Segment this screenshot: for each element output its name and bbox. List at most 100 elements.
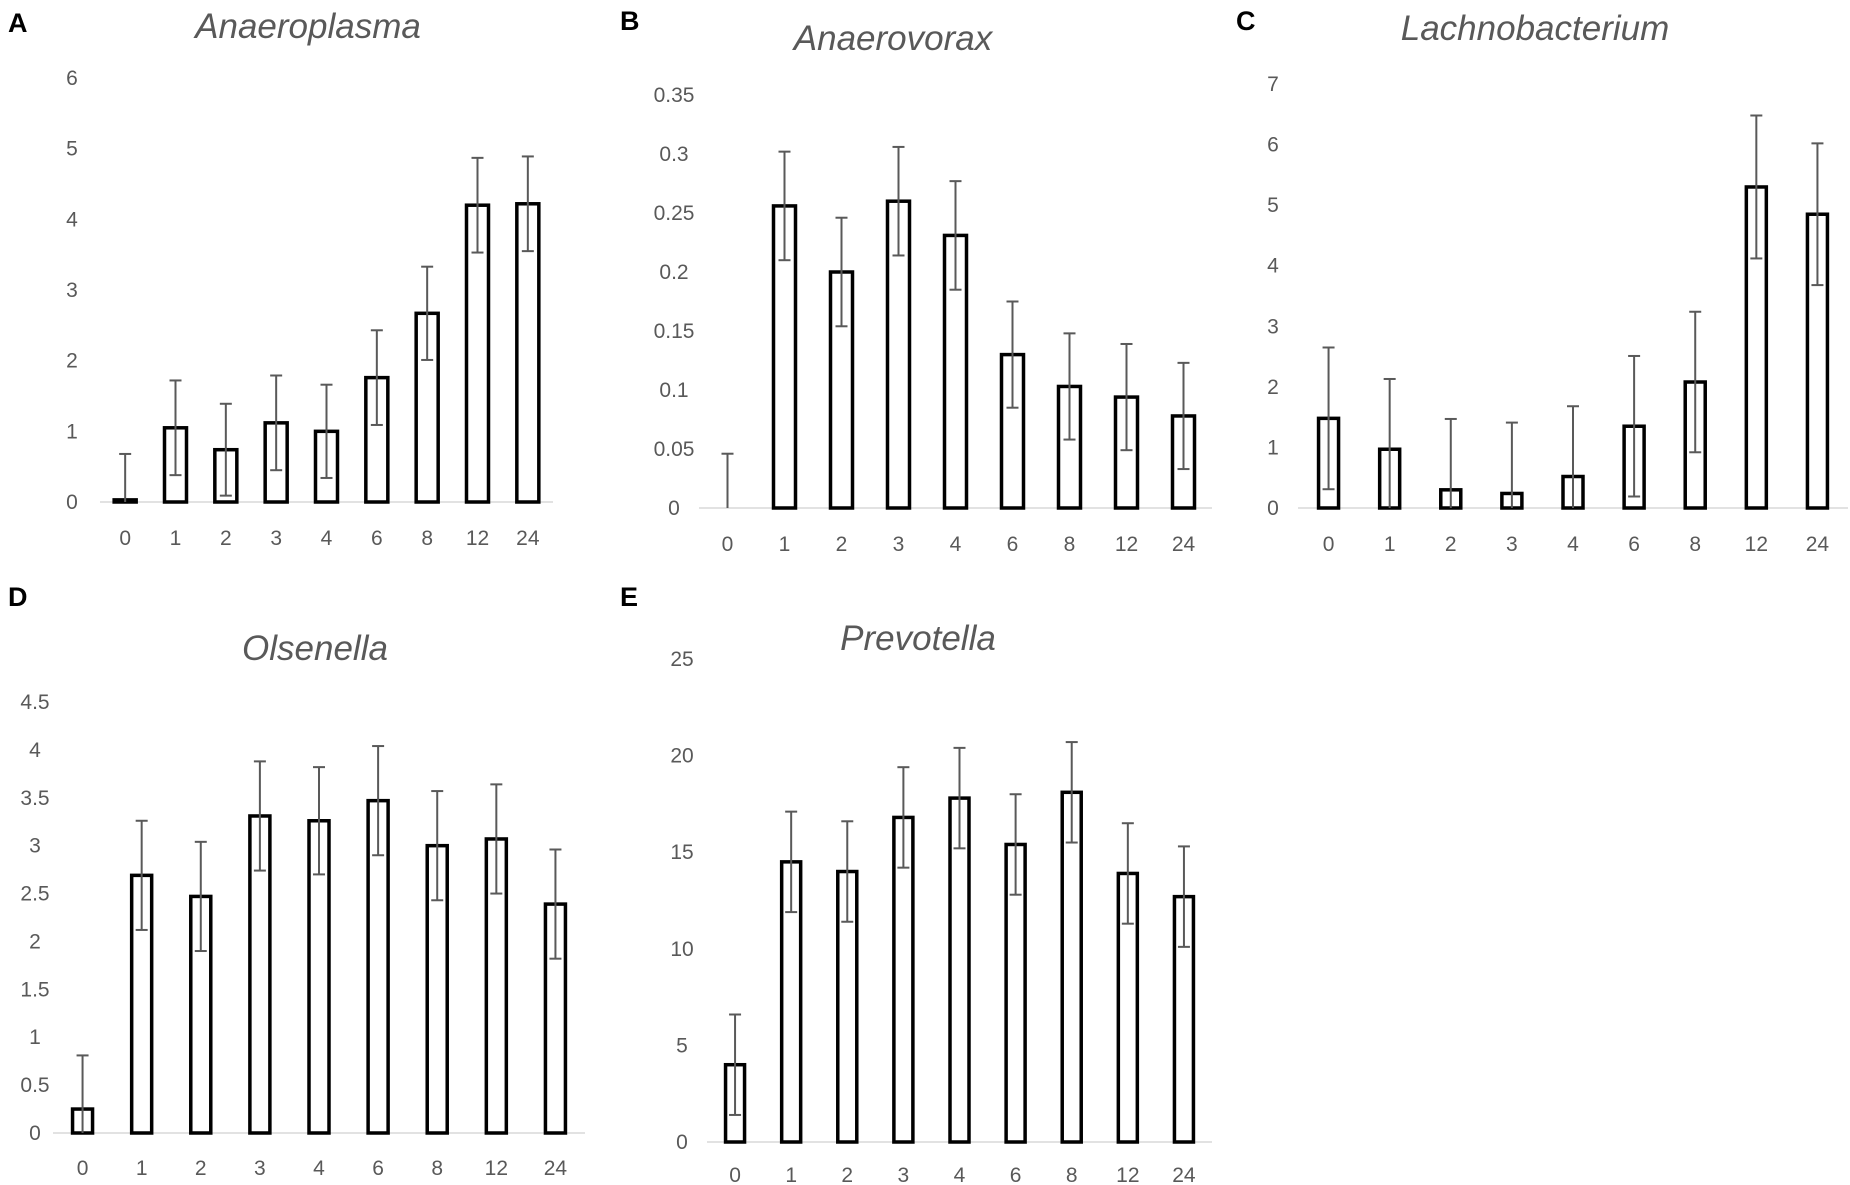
x-tick-label: 0 [1323,533,1335,556]
x-tick-label: 8 [431,1157,443,1180]
x-tick-label: 1 [1384,533,1396,556]
y-tick-label: 1.5 [20,978,49,1001]
panel-letter: D [8,582,28,612]
x-tick-label: 0 [729,1164,741,1185]
y-tick-label: 25 [670,648,693,671]
y-tick-label: 4.5 [20,691,49,714]
y-tick-label: 0.2 [659,261,688,284]
x-tick-label: 1 [136,1157,148,1180]
chart-panel-b: B Anaerovorax 0 0.05 0.1 0.15 0.2 0.25 0.3 0.35 0 1… [620,6,1212,556]
y-tick-label: 5 [66,138,78,161]
x-tick-label: 12 [1745,533,1768,556]
y-tick-label: 0 [1267,497,1279,520]
x-tick-label: 8 [1064,533,1076,556]
x-tick-label: 3 [270,527,282,550]
y-tick-label: 0.05 [654,438,695,461]
y-tick-label: 4 [66,208,78,231]
y-tick-label: 15 [670,841,693,864]
x-tick-label: 3 [254,1157,266,1180]
x-tick-label: 2 [836,533,848,556]
y-tick-label: 6 [1267,134,1279,157]
bar [1060,790,1083,1144]
x-tick-label: 4 [321,527,333,550]
y-tick-label: 10 [670,938,693,961]
chart-title: Prevotella [840,619,996,658]
y-tick-label: 0.3 [659,143,688,166]
y-tick-label: 2 [66,350,78,373]
x-tick-label: 8 [1689,533,1701,556]
x-tick-label: 8 [421,527,433,550]
y-tick-label: 3.5 [20,787,49,810]
x-tick-label: 4 [950,533,962,556]
x-tick-label: 1 [779,533,791,556]
x-tick-label: 0 [119,527,131,550]
panel-letter: E [620,582,638,612]
x-tick-label: 2 [841,1164,853,1185]
y-tick-label: 5 [1267,194,1279,217]
y-tick-label: 2 [29,930,41,953]
y-tick-label: 7 [1267,73,1279,96]
y-tick-label: 20 [670,745,693,768]
x-tick-label: 3 [1506,533,1518,556]
y-tick-label: 0 [29,1122,41,1145]
chart-title: Lachnobacterium [1401,9,1670,48]
x-tick-label: 12 [1115,533,1138,556]
x-tick-label: 6 [371,527,383,550]
y-tick-label: 1 [29,1026,41,1049]
x-tick-label: 12 [485,1157,508,1180]
panel-letter: B [620,6,640,36]
x-tick-label: 12 [466,527,489,550]
chart-title: Anaeroplasma [193,7,421,46]
x-tick-label: 4 [1567,533,1579,556]
y-tick-label: 2.5 [20,883,49,906]
y-tick-label: 0 [668,497,680,520]
y-tick-label: 3 [66,279,78,302]
y-tick-label: 0.25 [654,202,695,225]
x-tick-label: 6 [1628,533,1640,556]
x-tick-label: 8 [1066,1164,1078,1185]
x-tick-label: 6 [372,1157,384,1180]
x-tick-label: 24 [544,1157,568,1180]
panel-letter: A [8,8,28,38]
y-tick-label: 0 [66,491,78,514]
panel-letter: C [1236,6,1256,36]
y-tick-label: 0.5 [20,1074,49,1097]
y-tick-label: 3 [1267,315,1279,338]
x-tick-label: 3 [898,1164,910,1185]
x-tick-label: 2 [195,1157,207,1180]
x-tick-label: 0 [77,1157,89,1180]
x-tick-label: 3 [893,533,905,556]
x-tick-label: 6 [1007,533,1019,556]
y-tick-label: 1 [66,420,78,443]
x-tick-label: 24 [1172,533,1196,556]
x-tick-label: 24 [1806,533,1830,556]
y-tick-label: 4 [29,739,41,762]
y-tick-label: 3 [29,835,41,858]
y-tick-label: 6 [66,67,78,90]
x-tick-label: 1 [785,1164,797,1185]
x-tick-label: 2 [1445,533,1457,556]
chart-title: Anaerovorax [792,19,994,58]
bar [948,796,971,1144]
x-tick-label: 12 [1116,1164,1139,1185]
chart-title: Olsenella [242,629,388,668]
y-tick-label: 0.15 [654,320,695,343]
x-tick-label: 1 [170,527,182,550]
y-tick-label: 0 [676,1131,688,1154]
y-tick-label: 0.1 [659,379,688,402]
x-tick-label: 2 [220,527,232,550]
y-tick-label: 4 [1267,255,1279,278]
x-tick-label: 4 [313,1157,325,1180]
x-tick-label: 24 [1172,1164,1196,1185]
y-tick-label: 2 [1267,376,1279,399]
y-tick-label: 1 [1267,436,1279,459]
x-tick-label: 0 [722,533,734,556]
y-tick-label: 0.35 [654,84,695,107]
x-tick-label: 4 [954,1164,966,1185]
x-tick-label: 24 [516,527,540,550]
